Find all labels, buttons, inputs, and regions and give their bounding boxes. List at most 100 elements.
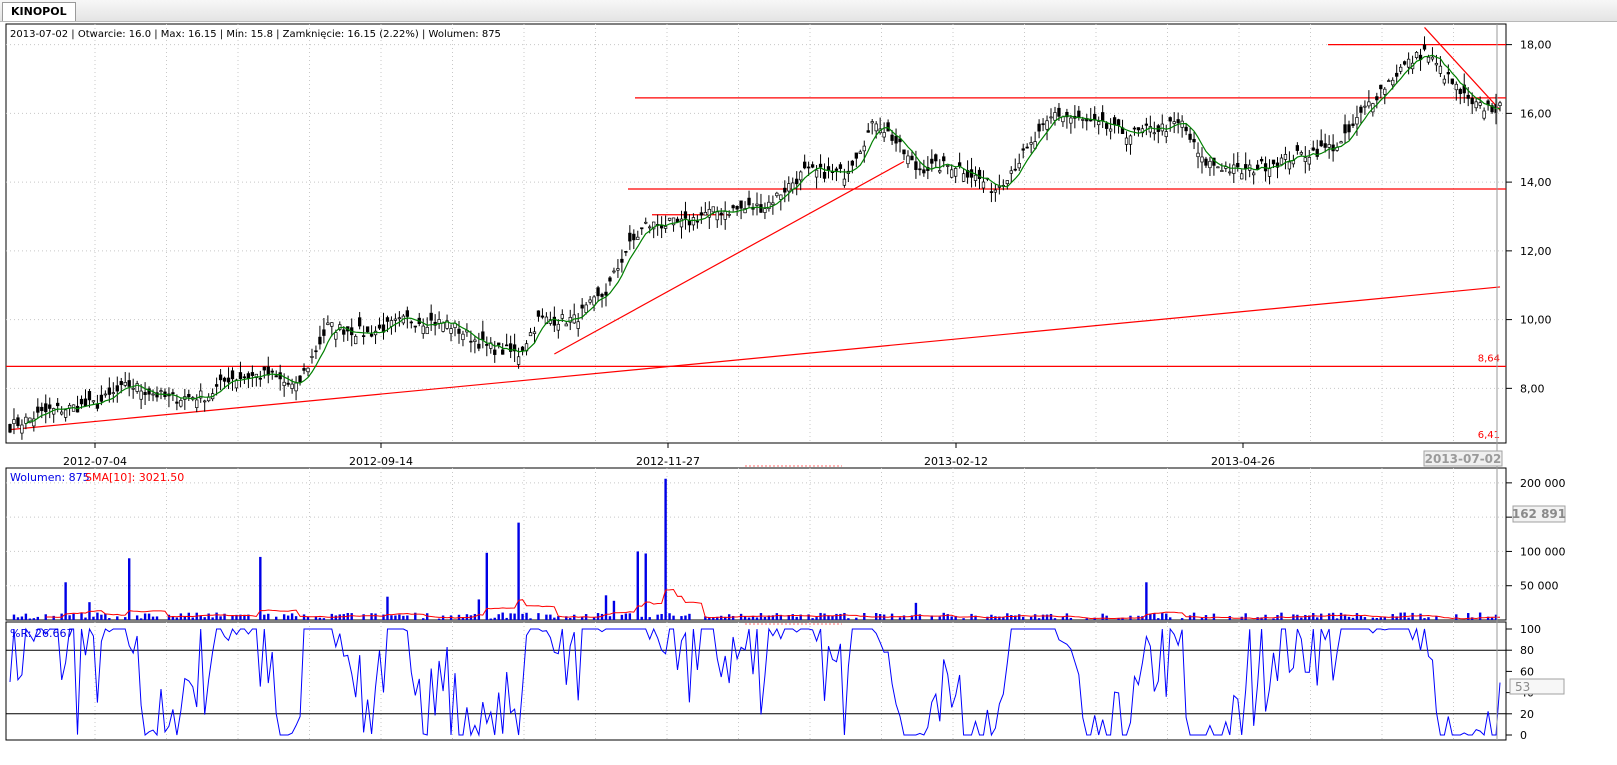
volume-bar <box>668 613 671 620</box>
candle-body <box>1458 88 1462 94</box>
volume-bar <box>708 617 711 620</box>
candle-body <box>735 205 739 210</box>
volume-tick-label: 200 000 <box>1520 477 1566 490</box>
candle-body <box>532 331 537 334</box>
wr-tick-label: 0 <box>1520 729 1527 742</box>
tab-bar: KINOPOL <box>0 0 1617 22</box>
candle-body <box>358 317 362 327</box>
volume-bar <box>1018 614 1021 620</box>
candle-body <box>1355 117 1359 125</box>
volume-bar <box>807 614 810 620</box>
candle-body <box>413 325 417 328</box>
stock-chart[interactable]: 18,0016,0014,0012,0010,008,008,646,41201… <box>0 21 1617 765</box>
volume-bar <box>68 615 71 620</box>
tab-kinopol[interactable]: KINOPOL <box>2 2 76 21</box>
candle-body <box>755 203 759 206</box>
volume-bar <box>688 613 691 620</box>
candle-body <box>330 322 334 327</box>
candle-body <box>56 402 60 407</box>
candle-body <box>262 366 266 371</box>
volume-bar <box>612 600 616 620</box>
volume-bar <box>461 617 465 620</box>
candle-body <box>1196 152 1200 158</box>
candle-body <box>1216 166 1220 169</box>
volume-bar <box>1363 617 1367 620</box>
candle-body <box>20 424 24 434</box>
volume-bar <box>847 618 850 620</box>
volume-bar <box>406 615 409 620</box>
candle-body <box>1108 128 1113 132</box>
candle-body <box>508 343 513 352</box>
volume-bar <box>362 614 365 620</box>
volume-bar <box>660 613 663 620</box>
candle-body <box>1009 170 1013 174</box>
candle-body <box>910 155 914 161</box>
candle-body <box>469 340 473 343</box>
candle-body <box>612 270 616 273</box>
volume-bar <box>680 616 683 620</box>
volume-bar <box>521 613 524 620</box>
volume-bar <box>994 616 997 620</box>
candle-body <box>187 394 191 398</box>
candle-body <box>139 390 143 400</box>
candle-body <box>989 191 994 193</box>
volume-bar <box>128 558 131 620</box>
candle-body <box>1438 65 1443 74</box>
price-panel[interactable] <box>5 23 1507 444</box>
volume-bar <box>267 613 270 620</box>
volume-bar <box>747 617 751 620</box>
candle-body <box>1081 119 1085 121</box>
volume-bar <box>386 596 389 620</box>
volume-bar <box>223 613 226 620</box>
volume-bar <box>620 614 624 620</box>
candle-body <box>1168 117 1172 122</box>
candle-body <box>44 403 48 413</box>
volume-bar <box>767 615 771 620</box>
candle-body <box>83 398 88 407</box>
candle-body <box>771 202 775 206</box>
candle-body <box>1474 101 1478 109</box>
candle-body <box>111 392 115 394</box>
candle-body <box>687 220 692 226</box>
volume-bar <box>704 616 707 620</box>
candle-body <box>695 220 700 223</box>
candle-body <box>425 326 429 335</box>
volume-bar <box>1427 617 1430 620</box>
volume-bar <box>910 615 914 620</box>
candle-body <box>946 165 950 167</box>
volume-bar <box>489 618 492 620</box>
candle-body <box>799 171 803 181</box>
volume-bar <box>104 613 107 620</box>
volume-bar <box>414 612 417 620</box>
volume-bar <box>1486 616 1490 620</box>
volume-bar <box>938 616 941 620</box>
candle-body <box>711 206 715 213</box>
candle-body <box>1359 106 1363 113</box>
candle-body <box>365 326 370 333</box>
candle-body <box>950 169 954 178</box>
volume-panel[interactable] <box>5 467 1507 621</box>
volume-bar <box>1121 617 1124 620</box>
volume-bar <box>1312 613 1315 620</box>
volume-bar <box>1455 614 1458 620</box>
volume-bar <box>509 613 512 620</box>
candle-body <box>1446 72 1450 75</box>
candle-body <box>28 417 32 424</box>
candle-body <box>131 387 135 390</box>
candle-body <box>795 178 799 185</box>
volume-bar <box>116 616 119 620</box>
candle-body <box>266 366 270 376</box>
volume-bar <box>12 614 16 620</box>
candle-body <box>620 258 624 263</box>
volume-bar <box>1470 617 1474 620</box>
volume-bar <box>608 616 612 620</box>
candle-body <box>1184 126 1188 132</box>
candle-body <box>1343 124 1347 134</box>
volume-tick-label: 50 000 <box>1520 580 1559 593</box>
volume-bar <box>52 615 55 620</box>
candle-body <box>1303 157 1307 162</box>
volume-bar <box>1085 618 1088 620</box>
ohlc-info-line: 2013-07-02 | Otwarcie: 16.0 | Max: 16.15… <box>10 29 501 40</box>
volume-bar <box>962 618 965 620</box>
candle-body <box>870 121 874 124</box>
